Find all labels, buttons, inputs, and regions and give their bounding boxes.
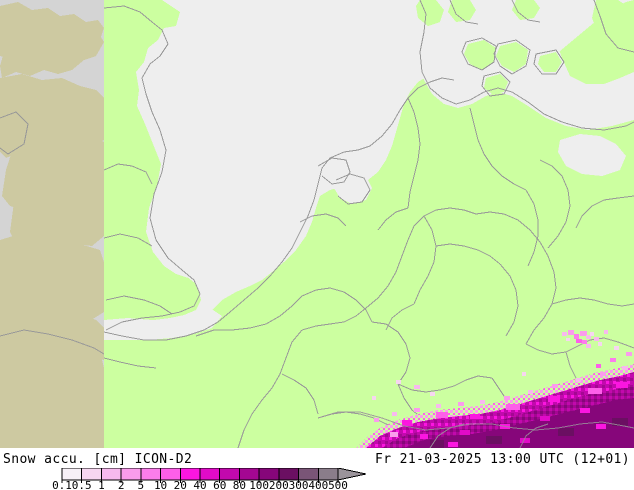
colorbar-tick-label: 500 bbox=[328, 479, 348, 490]
snow-field-scattered-north bbox=[372, 372, 526, 400]
ijsselmeer bbox=[334, 172, 372, 204]
outside-domain-land-wales bbox=[10, 152, 104, 254]
colorbar-tick-label: 200 bbox=[269, 479, 289, 490]
land-continental-europe bbox=[104, 0, 634, 448]
product-title: Snow accu. [cm] ICON-D2 bbox=[3, 452, 193, 467]
administrative-borders bbox=[0, 0, 634, 448]
colorbar-tick-label: 1 bbox=[98, 479, 105, 490]
colorbar[interactable]: 0.1 0.5 1 2 5 10 20 40 60 80 100 200 300 400 500 bbox=[0, 468, 634, 490]
colorbar-tick-label: 0.1 bbox=[52, 479, 72, 490]
colorbar-tick-label: 80 bbox=[233, 479, 246, 490]
colorbar-tick-label: 10 bbox=[154, 479, 167, 490]
colorbar-tick-label: 40 bbox=[193, 479, 206, 490]
colorbar-tick-label: 5 bbox=[138, 479, 145, 490]
colorbar-blocks bbox=[61, 468, 339, 481]
colorbar-tick-label: 300 bbox=[289, 479, 309, 490]
colorbar-tick-label: 0.5 bbox=[72, 479, 92, 490]
colorbar-tick-label: 2 bbox=[118, 479, 125, 490]
snow-field-bohemia bbox=[562, 330, 608, 348]
valid-time-label: Fr 21-03-2025 13:00 UTC (12+01) bbox=[374, 452, 630, 467]
colorbar-tick-label: 100 bbox=[249, 479, 269, 490]
colorbar-tick-label: 20 bbox=[174, 479, 187, 490]
alpine-border-overlay bbox=[317, 411, 634, 448]
english-channel bbox=[104, 308, 222, 340]
colorbar-ticks: 0.1 0.5 1 2 5 10 20 40 60 80 100 200 300 400 500 bbox=[52, 479, 348, 490]
land-denmark-islands bbox=[464, 40, 496, 70]
map-canvas[interactable] bbox=[0, 0, 634, 448]
colorbar-tick-label: 60 bbox=[213, 479, 226, 490]
footer-legend: Snow accu. [cm] ICON-D2 Fr 21-03-2025 13… bbox=[0, 448, 634, 490]
colorbar-tick-label: 400 bbox=[308, 479, 328, 490]
outside-domain-land-ireland bbox=[0, 114, 26, 152]
